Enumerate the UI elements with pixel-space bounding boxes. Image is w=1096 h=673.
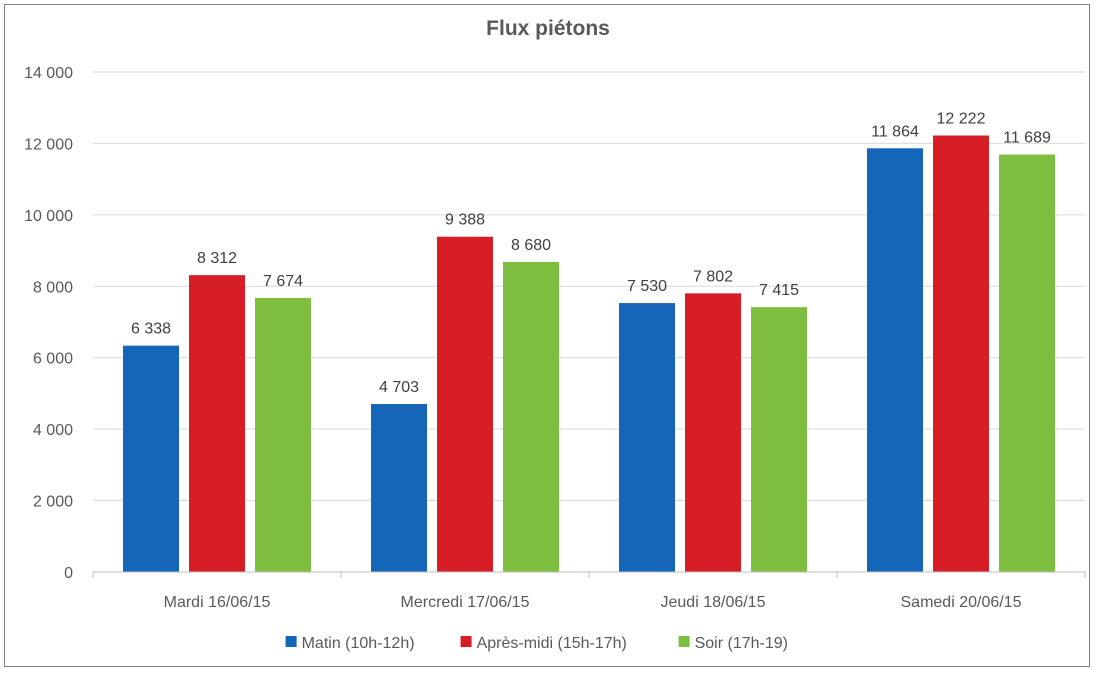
bar — [437, 236, 493, 572]
data-label: 7 530 — [627, 278, 667, 295]
data-label: 7 802 — [693, 268, 733, 285]
y-tick-label: 14 000 — [24, 65, 73, 82]
bar — [255, 297, 311, 572]
data-label: 8 312 — [197, 250, 237, 267]
data-label: 7 415 — [759, 282, 799, 299]
data-label: 7 674 — [263, 273, 303, 290]
x-category-label: Jeudi 18/06/15 — [661, 594, 766, 611]
data-label: 4 703 — [379, 379, 419, 396]
y-tick-label: 2 000 — [33, 494, 73, 511]
legend: Matin (10h-12h) Après-midi (15h-17h) Soir … — [285, 635, 788, 652]
legend-label: Soir (17h-19) — [695, 635, 788, 652]
bar — [933, 135, 989, 572]
bar — [371, 404, 427, 572]
data-label: 11 689 — [1003, 130, 1051, 147]
y-tick-label: 10 000 — [24, 208, 73, 225]
y-tick-label: 12 000 — [24, 136, 73, 153]
data-label: 12 222 — [937, 111, 986, 128]
data-label: 9 388 — [445, 212, 485, 229]
y-tick-label: 6 000 — [33, 351, 73, 368]
data-label: 8 680 — [511, 237, 551, 254]
bar — [123, 345, 179, 572]
bar — [751, 307, 807, 572]
legend-label: Matin (10h-12h) — [302, 635, 415, 652]
legend-swatch — [678, 636, 690, 647]
x-axis: Mardi 16/06/15 Mercredi 17/06/15 Jeudi 18/… — [92, 571, 1086, 611]
bar — [189, 275, 245, 572]
bar — [867, 148, 923, 573]
bars — [123, 135, 1055, 573]
y-tick-label: 4 000 — [33, 422, 73, 439]
y-tick-label: 8 000 — [33, 279, 73, 296]
data-label: 11 864 — [871, 123, 919, 140]
x-category-label: Samedi 20/06/15 — [901, 594, 1022, 611]
chart-title: Flux piétons — [486, 17, 610, 40]
bar — [685, 293, 741, 572]
y-tick-label: 0 — [64, 565, 73, 582]
bar — [999, 154, 1055, 573]
x-category-label: Mercredi 17/06/15 — [401, 594, 530, 611]
bar — [503, 262, 559, 572]
y-axis-tick-labels: 0 2 000 4 000 6 000 8 000 10 000 12 000 14 000 — [24, 65, 73, 582]
data-labels: 6 338 4 703 7 530 11 864 8 312 9 388 7 802 12 2… — [131, 111, 1051, 397]
legend-label: Après-midi (15h-17h) — [477, 635, 627, 652]
bar — [619, 303, 675, 572]
data-label: 6 338 — [131, 321, 171, 338]
x-category-label: Mardi 16/06/15 — [164, 594, 271, 611]
legend-swatch — [460, 636, 472, 647]
legend-swatch — [285, 636, 297, 647]
